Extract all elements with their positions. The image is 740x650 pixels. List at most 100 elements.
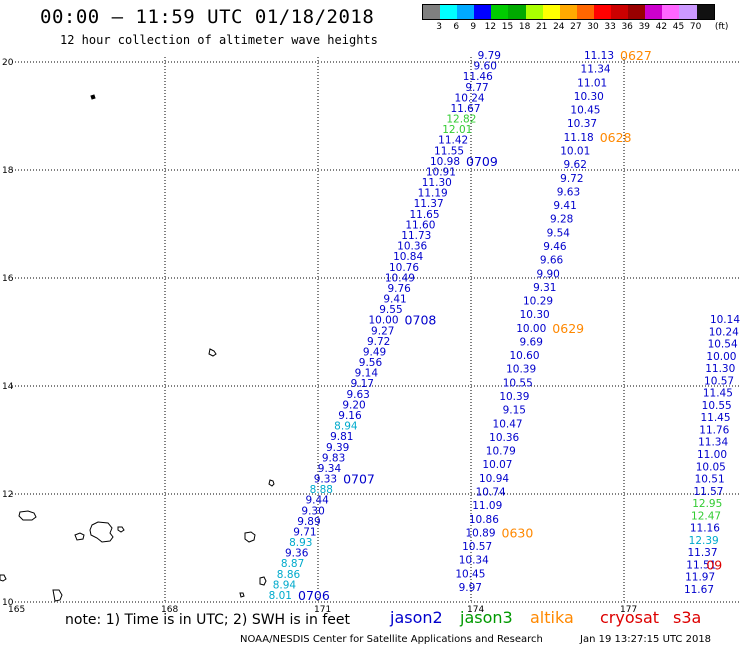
island [259,576,267,586]
colorbar-label: 42 [655,22,668,32]
island [90,94,96,100]
colorbar-label: 36 [621,22,633,32]
swh-value: 9.97 [459,582,482,594]
lat-tick-label: 14 [2,382,14,392]
colorbar-label: 45 [672,22,685,32]
swh-value: 9.41 [553,200,576,212]
swh-value: 10.39 [506,364,536,376]
swh-value: 10.24 [709,326,739,338]
swh-value: 10.76 [389,262,419,274]
map-subtitle: 12 hour collection of altimeter wave hei… [60,33,378,47]
swh-value: 11.01 [577,77,607,89]
swh-value: 11.09 [472,500,502,512]
colorbar-cell [611,5,629,19]
swh-value: 9.39 [326,442,349,454]
swh-value: 9.72 [367,336,390,348]
swh-value: 8.93 [289,537,312,549]
swh-value: 9.41 [383,294,406,306]
swh-value: 10.14 [710,314,740,326]
swh-value: 10.94 [479,473,509,485]
island [52,589,63,602]
lat-tick-label: 20 [2,58,14,68]
swh-value: 9.71 [293,526,316,538]
swh-value: 10.30 [574,91,604,103]
swh-value: 10.36 [489,432,519,444]
swh-value: 9.89 [297,516,320,528]
swh-value: 9.33 [314,474,337,486]
swh-value: 11.46 [463,71,493,83]
colorbar-cell [542,5,560,19]
swh-value: 11.37 [687,547,717,559]
colorbar-cell [679,5,697,19]
swh-value: 11.65 [409,209,439,221]
altimeter-tracks: 9.799.6011.469.7710.2411.6712.8212.0111.… [269,48,740,603]
swh-value: 10.30 [520,309,550,321]
colorbar-cell [440,5,458,19]
swh-value: 12.47 [691,510,721,522]
colorbar-cell [491,5,509,19]
lat-tick-label: 16 [2,274,14,284]
swh-value: 11.67 [450,103,480,115]
swh-value: 10.79 [486,446,516,458]
pass-time-label: 0708 [405,313,437,328]
swh-value: 11.45 [703,388,733,400]
swh-value: 9.16 [338,410,362,422]
swh-value: 11.18 [564,132,594,144]
swh-value: 11.30 [705,363,735,375]
jason2-track-c: 10.1410.2410.5410.0011.3010.5711.4510.55… [684,314,740,596]
swh-value: 10.45 [570,105,600,117]
swh-value: 11.55 [434,145,464,157]
pass-time-label: 09 [706,557,722,572]
swh-value: 12.39 [689,535,719,547]
swh-value: 11.42 [438,135,468,147]
swh-value: 11.34 [698,437,728,449]
colorbar-label: 30 [587,22,599,32]
lat-tick-label: 18 [2,166,14,176]
swh-value: 11.19 [418,188,448,200]
swh-value: 12.01 [442,124,472,136]
pass-time-label: 0627 [620,48,652,63]
swh-value: 11.67 [684,584,714,596]
island [244,531,256,543]
swh-value: 9.31 [533,282,556,294]
lat-tick-label: 12 [2,490,13,500]
legend-cryosat: cryosat [600,608,660,627]
colorbar-cell [696,5,714,19]
swh-value: 9.63 [346,389,369,401]
swh-value: 10.24 [455,92,485,104]
colorbar-labels: 3 6 9 12 15 18 21 24 27 30 33 36 39 42 45 70 (ft) [422,20,728,34]
swh-colorbar: 3 6 9 12 15 18 21 24 27 30 33 36 39 42 45 70 (ft) [422,4,728,34]
colorbar-cell [593,5,612,19]
swh-value: 10.07 [482,459,512,471]
swh-value: 8.87 [281,558,304,570]
colorbar-label: 70 [689,22,702,32]
colorbar-cell [662,5,680,19]
map-title: 00:00 – 11:59 UTC 01/18/2018 [40,6,375,28]
swh-value: 11.16 [690,523,720,535]
swh-value: 10.98 [430,156,460,168]
swh-value: 9.62 [564,159,587,171]
swh-value: 9.15 [503,405,526,417]
swh-value: 10.89 [465,527,495,539]
swh-value: 9.27 [371,325,394,337]
island [0,574,7,582]
island [18,510,37,521]
swh-value: 8.94 [334,421,358,433]
swh-value: 10.00 [368,315,398,327]
swh-value: 11.60 [405,219,435,231]
lon-tick-label: 165 [8,605,25,615]
swh-value: 10.34 [459,555,489,567]
pass-time-label: 0630 [502,525,534,540]
colorbar-cell [559,5,577,19]
swh-value: 9.56 [359,357,383,369]
swh-value: 9.83 [322,452,345,464]
swh-value: 9.44 [305,495,329,507]
colorbar-label: 12 [484,22,497,32]
swh-value: 10.00 [516,323,546,335]
island [239,592,245,598]
swh-value: 11.51 [686,559,716,571]
colorbar-label: 39 [638,22,651,32]
colorbar-cell [423,5,441,19]
legend-jason3: jason3 [460,608,513,627]
